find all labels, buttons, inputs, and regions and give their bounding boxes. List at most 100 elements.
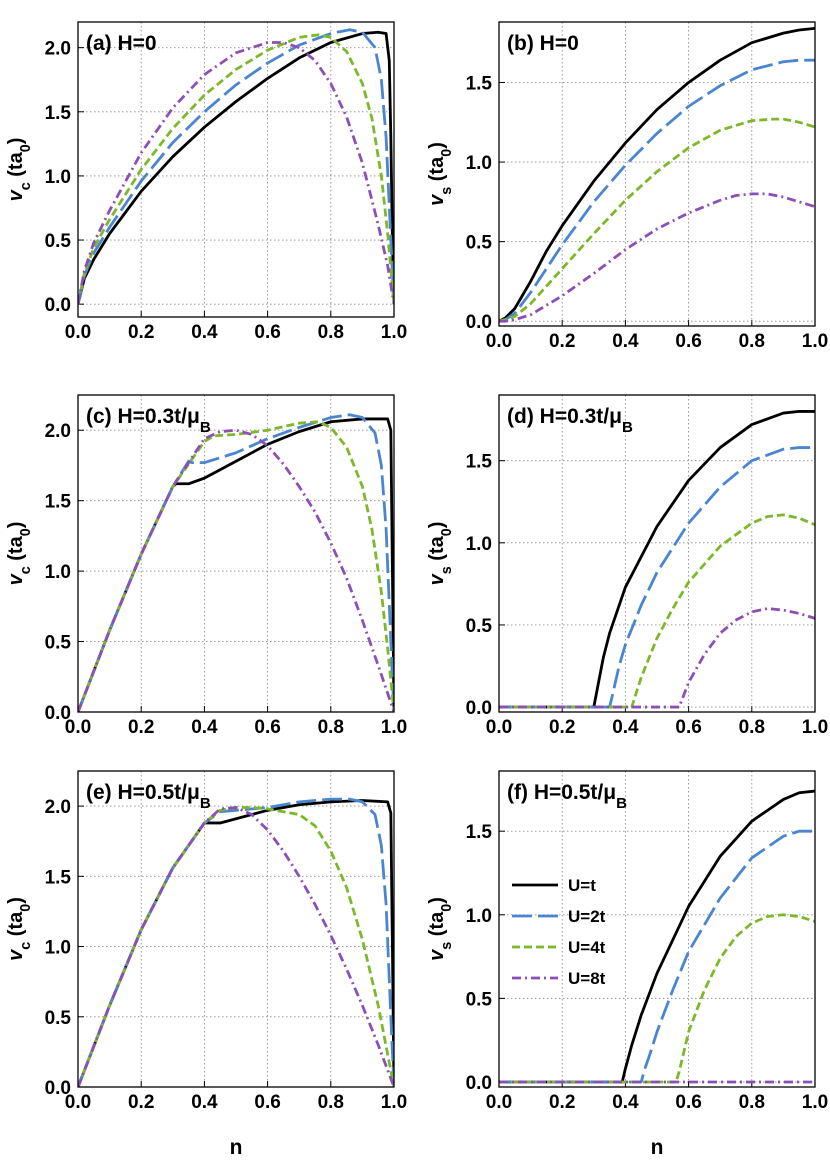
legend-label: U=t: [568, 876, 596, 895]
series-line-u-t: [499, 410, 815, 709]
x-tick-label: 0.0: [486, 331, 512, 352]
series-line-u-4t: [78, 806, 394, 1087]
y-tick-label: 2.0: [45, 421, 71, 442]
y-tick-label: 0.0: [45, 295, 71, 316]
series-line-u-t: [78, 799, 394, 1087]
panel-label: (f) H=0.5t/μB: [507, 781, 627, 812]
y-tick-label: 1.0: [466, 153, 492, 174]
y-axis-label: vs (ta0): [426, 142, 455, 206]
x-tick-label: 0.4: [612, 717, 639, 738]
legend: U=t U=2t U=4t U=8t: [512, 876, 606, 988]
y-tick-label: 0.5: [466, 233, 493, 254]
series-line-u-2t: [499, 829, 815, 1084]
y-axis-label: vc (ta0): [5, 138, 34, 202]
panel-2: 0.0 0.2 0.4 0.6 0.8 1.0 0.0 0.5 1.0 1.5 2.0 (c) H=0…: [5, 394, 407, 738]
y-tick-label: 0.0: [45, 703, 71, 724]
x-tick-label: 0.6: [254, 717, 280, 738]
x-axis-label: n: [230, 1136, 243, 1159]
series-group: [78, 413, 394, 712]
x-tick-label: 0.6: [675, 717, 701, 738]
y-tick-label: 0.0: [466, 1073, 492, 1094]
y-tick-label: 1.0: [45, 938, 71, 959]
x-tick-label: 0.8: [739, 1092, 765, 1113]
x-tick-label: 1.0: [802, 717, 828, 738]
y-axis-label: vc (ta0): [5, 897, 34, 961]
series-line-u-4t: [499, 117, 815, 323]
legend-label: U=8t: [568, 969, 606, 988]
series-line-u-t: [78, 30, 394, 305]
plot-frame: [498, 394, 816, 713]
x-tick-label: 1.0: [381, 1092, 407, 1113]
x-tick-label: 0.0: [65, 1092, 91, 1113]
panel-label: (b) H=0: [507, 32, 579, 55]
plot-frame: [498, 770, 816, 1088]
x-tick-label: 1.0: [381, 717, 407, 738]
y-tick-label: 1.5: [45, 492, 72, 513]
y-tick-label: 0.5: [45, 231, 72, 252]
y-axis-label: vs (ta0): [426, 522, 455, 586]
y-tick-label: 1.5: [45, 103, 72, 124]
x-tick-label: 0.0: [65, 717, 91, 738]
x-tick-label: 0.4: [191, 1092, 218, 1113]
series-group: [499, 789, 815, 1084]
x-axis-label: n: [651, 1136, 664, 1159]
y-axis-label: vc (ta0): [5, 522, 34, 586]
panel-4: 0.0 0.2 0.4 0.6 0.8 1.0 0.0 0.5 1.0 1.5 2.0 (e) H=0…: [5, 770, 407, 1159]
x-tick-label: 0.2: [549, 1092, 575, 1113]
plot-frame: [77, 21, 395, 318]
series-line-u-8t: [78, 428, 394, 712]
panel-5: 0.0 0.2 0.4 0.6 0.8 1.0 0.0 0.5 1.0 1.5 (f) H=0.5t…: [426, 770, 828, 1159]
x-tick-label: 0.2: [549, 717, 575, 738]
y-tick-label: 2.0: [45, 39, 71, 60]
x-tick-label: 0.4: [191, 717, 218, 738]
y-tick-label: 1.0: [466, 534, 492, 555]
y-tick-label: 0.0: [466, 312, 492, 333]
panel-label: (d) H=0.3t/μB: [507, 405, 633, 436]
x-tick-label: 0.0: [486, 1092, 512, 1113]
plot-frame: [77, 394, 395, 713]
x-tick-label: 0.8: [739, 717, 765, 738]
series-line-u-t: [78, 417, 394, 712]
x-tick-label: 0.4: [612, 331, 639, 352]
y-tick-label: 1.5: [45, 867, 72, 888]
x-tick-label: 0.4: [191, 322, 218, 343]
x-tick-label: 0.6: [675, 1092, 701, 1113]
x-tick-label: 0.6: [254, 322, 280, 343]
y-tick-label: 0.5: [45, 1008, 72, 1029]
y-tick-label: 1.5: [466, 452, 493, 473]
x-tick-label: 1.0: [802, 331, 828, 352]
x-tick-label: 0.8: [318, 717, 344, 738]
series-line-u-4t: [78, 33, 394, 305]
x-tick-label: 0.2: [128, 322, 154, 343]
series-line-u-8t: [499, 192, 815, 323]
y-tick-label: 0.0: [466, 698, 492, 719]
series-group: [499, 410, 815, 709]
x-tick-label: 0.8: [318, 1092, 344, 1113]
series-line-u-8t: [499, 607, 815, 709]
x-tick-label: 0.6: [254, 1092, 280, 1113]
x-tick-label: 0.2: [128, 1092, 154, 1113]
x-tick-label: 0.4: [612, 1092, 639, 1113]
y-tick-label: 1.5: [466, 73, 493, 94]
plot-frame: [77, 770, 395, 1088]
x-tick-label: 0.2: [549, 331, 575, 352]
x-tick-label: 0.0: [65, 322, 91, 343]
series-line-u-4t: [499, 913, 815, 1084]
x-tick-label: 0.8: [318, 322, 344, 343]
series-line-u-2t: [78, 28, 394, 305]
x-tick-label: 0.2: [128, 717, 154, 738]
y-tick-label: 0.5: [466, 616, 493, 637]
series-line-u-8t: [78, 41, 394, 305]
series-line-u-8t: [78, 806, 394, 1087]
y-tick-label: 0.5: [466, 989, 493, 1010]
legend-label: U=2t: [568, 907, 606, 926]
x-tick-label: 0.6: [675, 331, 701, 352]
series-line-u-4t: [499, 513, 815, 709]
y-tick-label: 1.0: [45, 167, 71, 188]
y-tick-label: 1.0: [466, 906, 492, 927]
series-line-u-2t: [499, 58, 815, 323]
series-line-u-2t: [78, 413, 394, 712]
x-tick-label: 1.0: [802, 1092, 828, 1113]
series-line-u-2t: [499, 446, 815, 709]
